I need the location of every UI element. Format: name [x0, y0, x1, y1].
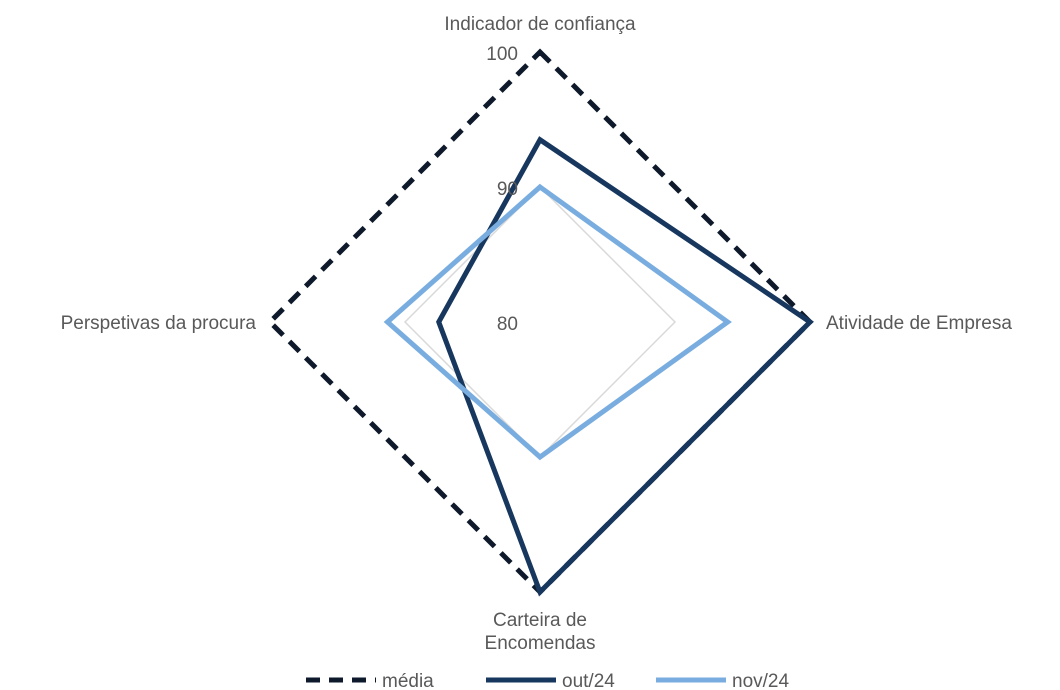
- gridline-90: [403, 185, 677, 459]
- axis-label-3: Perspetivas da procura: [61, 313, 257, 334]
- axis-label-2: Carteira de Encomendas: [485, 610, 596, 654]
- grid-layer: [403, 185, 677, 459]
- legend-label-2: nov/24: [732, 671, 789, 690]
- legend-label-0: média: [382, 671, 434, 690]
- series-1-line: [436, 136, 814, 597]
- series-layer: [266, 48, 814, 597]
- tick-layer: 80 90 100: [486, 44, 518, 335]
- legend-label-1: out/24: [562, 671, 615, 690]
- axis-label-0: Indicador de confiança: [444, 14, 636, 35]
- axis-label-layer: Indicador de confiança Atividade de Empre…: [61, 14, 1013, 654]
- r-tick-label: 80: [497, 314, 518, 335]
- axis-label-1: Atividade de Empresa: [826, 313, 1012, 334]
- legend: média out/24 nov/24: [306, 671, 789, 690]
- series-2-line: [383, 183, 732, 461]
- r-tick-label: 90: [497, 179, 518, 200]
- r-tick-label: 100: [486, 44, 518, 65]
